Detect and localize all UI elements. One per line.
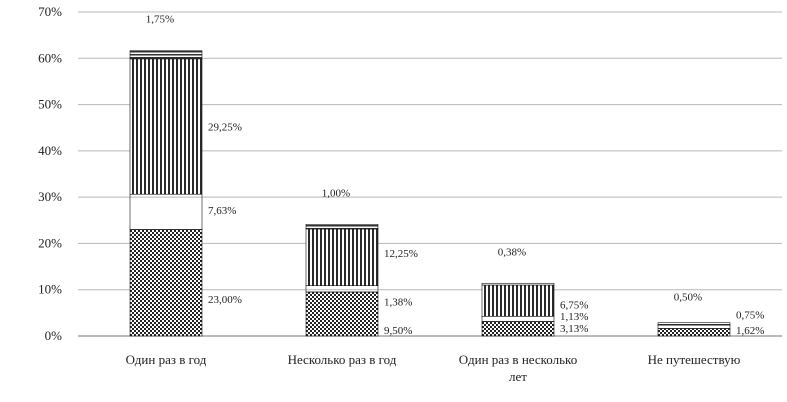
bar-segment [305, 228, 379, 286]
y-tick-label: 50% [38, 97, 62, 112]
data-label: 0,50% [674, 292, 702, 304]
bar-segment [305, 224, 379, 230]
bar-segment [129, 229, 203, 337]
bar-segment [305, 285, 379, 293]
data-label: 6,75% [560, 299, 588, 311]
bar-segment [481, 284, 555, 317]
data-label: 9,50% [384, 325, 412, 337]
bar-segment [481, 315, 555, 322]
bar-segment [129, 193, 203, 230]
data-label: 1,75% [146, 14, 174, 26]
bars [129, 50, 731, 337]
bar-segment [657, 324, 731, 329]
bar-segment [481, 321, 555, 337]
y-tick-label: 10% [38, 282, 62, 297]
category-labels: Один раз в год Несколько раз в год Один ра… [126, 352, 741, 384]
y-axis-tick-labels: 0% 10% 20% 30% 40% 50% 60% 70% [38, 4, 62, 343]
data-label: 1,00% [322, 187, 350, 199]
bar-segment [305, 291, 379, 337]
data-labels: 23,00% 7,63% 29,25% 1,75% 9,50% 1,38% 12,25% 1,… [146, 14, 765, 337]
data-label: 7,63% [208, 205, 236, 217]
y-tick-label: 20% [38, 235, 62, 250]
bar-segment [657, 322, 731, 326]
category-label: Не путешествую [648, 352, 741, 367]
data-label: 23,00% [208, 294, 242, 306]
y-tick-label: 30% [38, 189, 62, 204]
y-tick-label: 0% [45, 328, 63, 343]
data-label: 1,38% [384, 297, 412, 309]
bar-segment [129, 50, 203, 60]
category-label: Один раз в год [126, 352, 207, 367]
category-label: лет [509, 369, 527, 384]
data-label: 0,75% [736, 310, 764, 322]
bar-segment [129, 58, 203, 195]
y-tick-label: 40% [38, 143, 62, 158]
y-tick-label: 70% [38, 4, 62, 19]
data-label: 1,13% [560, 311, 588, 323]
data-label: 1,62% [736, 325, 764, 337]
data-label: 29,25% [208, 122, 242, 134]
data-label: 0,38% [498, 246, 526, 258]
category-label: Один раз в несколько [459, 352, 577, 367]
data-label: 12,25% [384, 248, 418, 260]
y-tick-label: 60% [38, 50, 62, 65]
bar-segment [657, 328, 731, 337]
bar-segment [481, 282, 555, 286]
data-label: 3,13% [560, 323, 588, 335]
category-label: Несколько раз в год [288, 352, 397, 367]
